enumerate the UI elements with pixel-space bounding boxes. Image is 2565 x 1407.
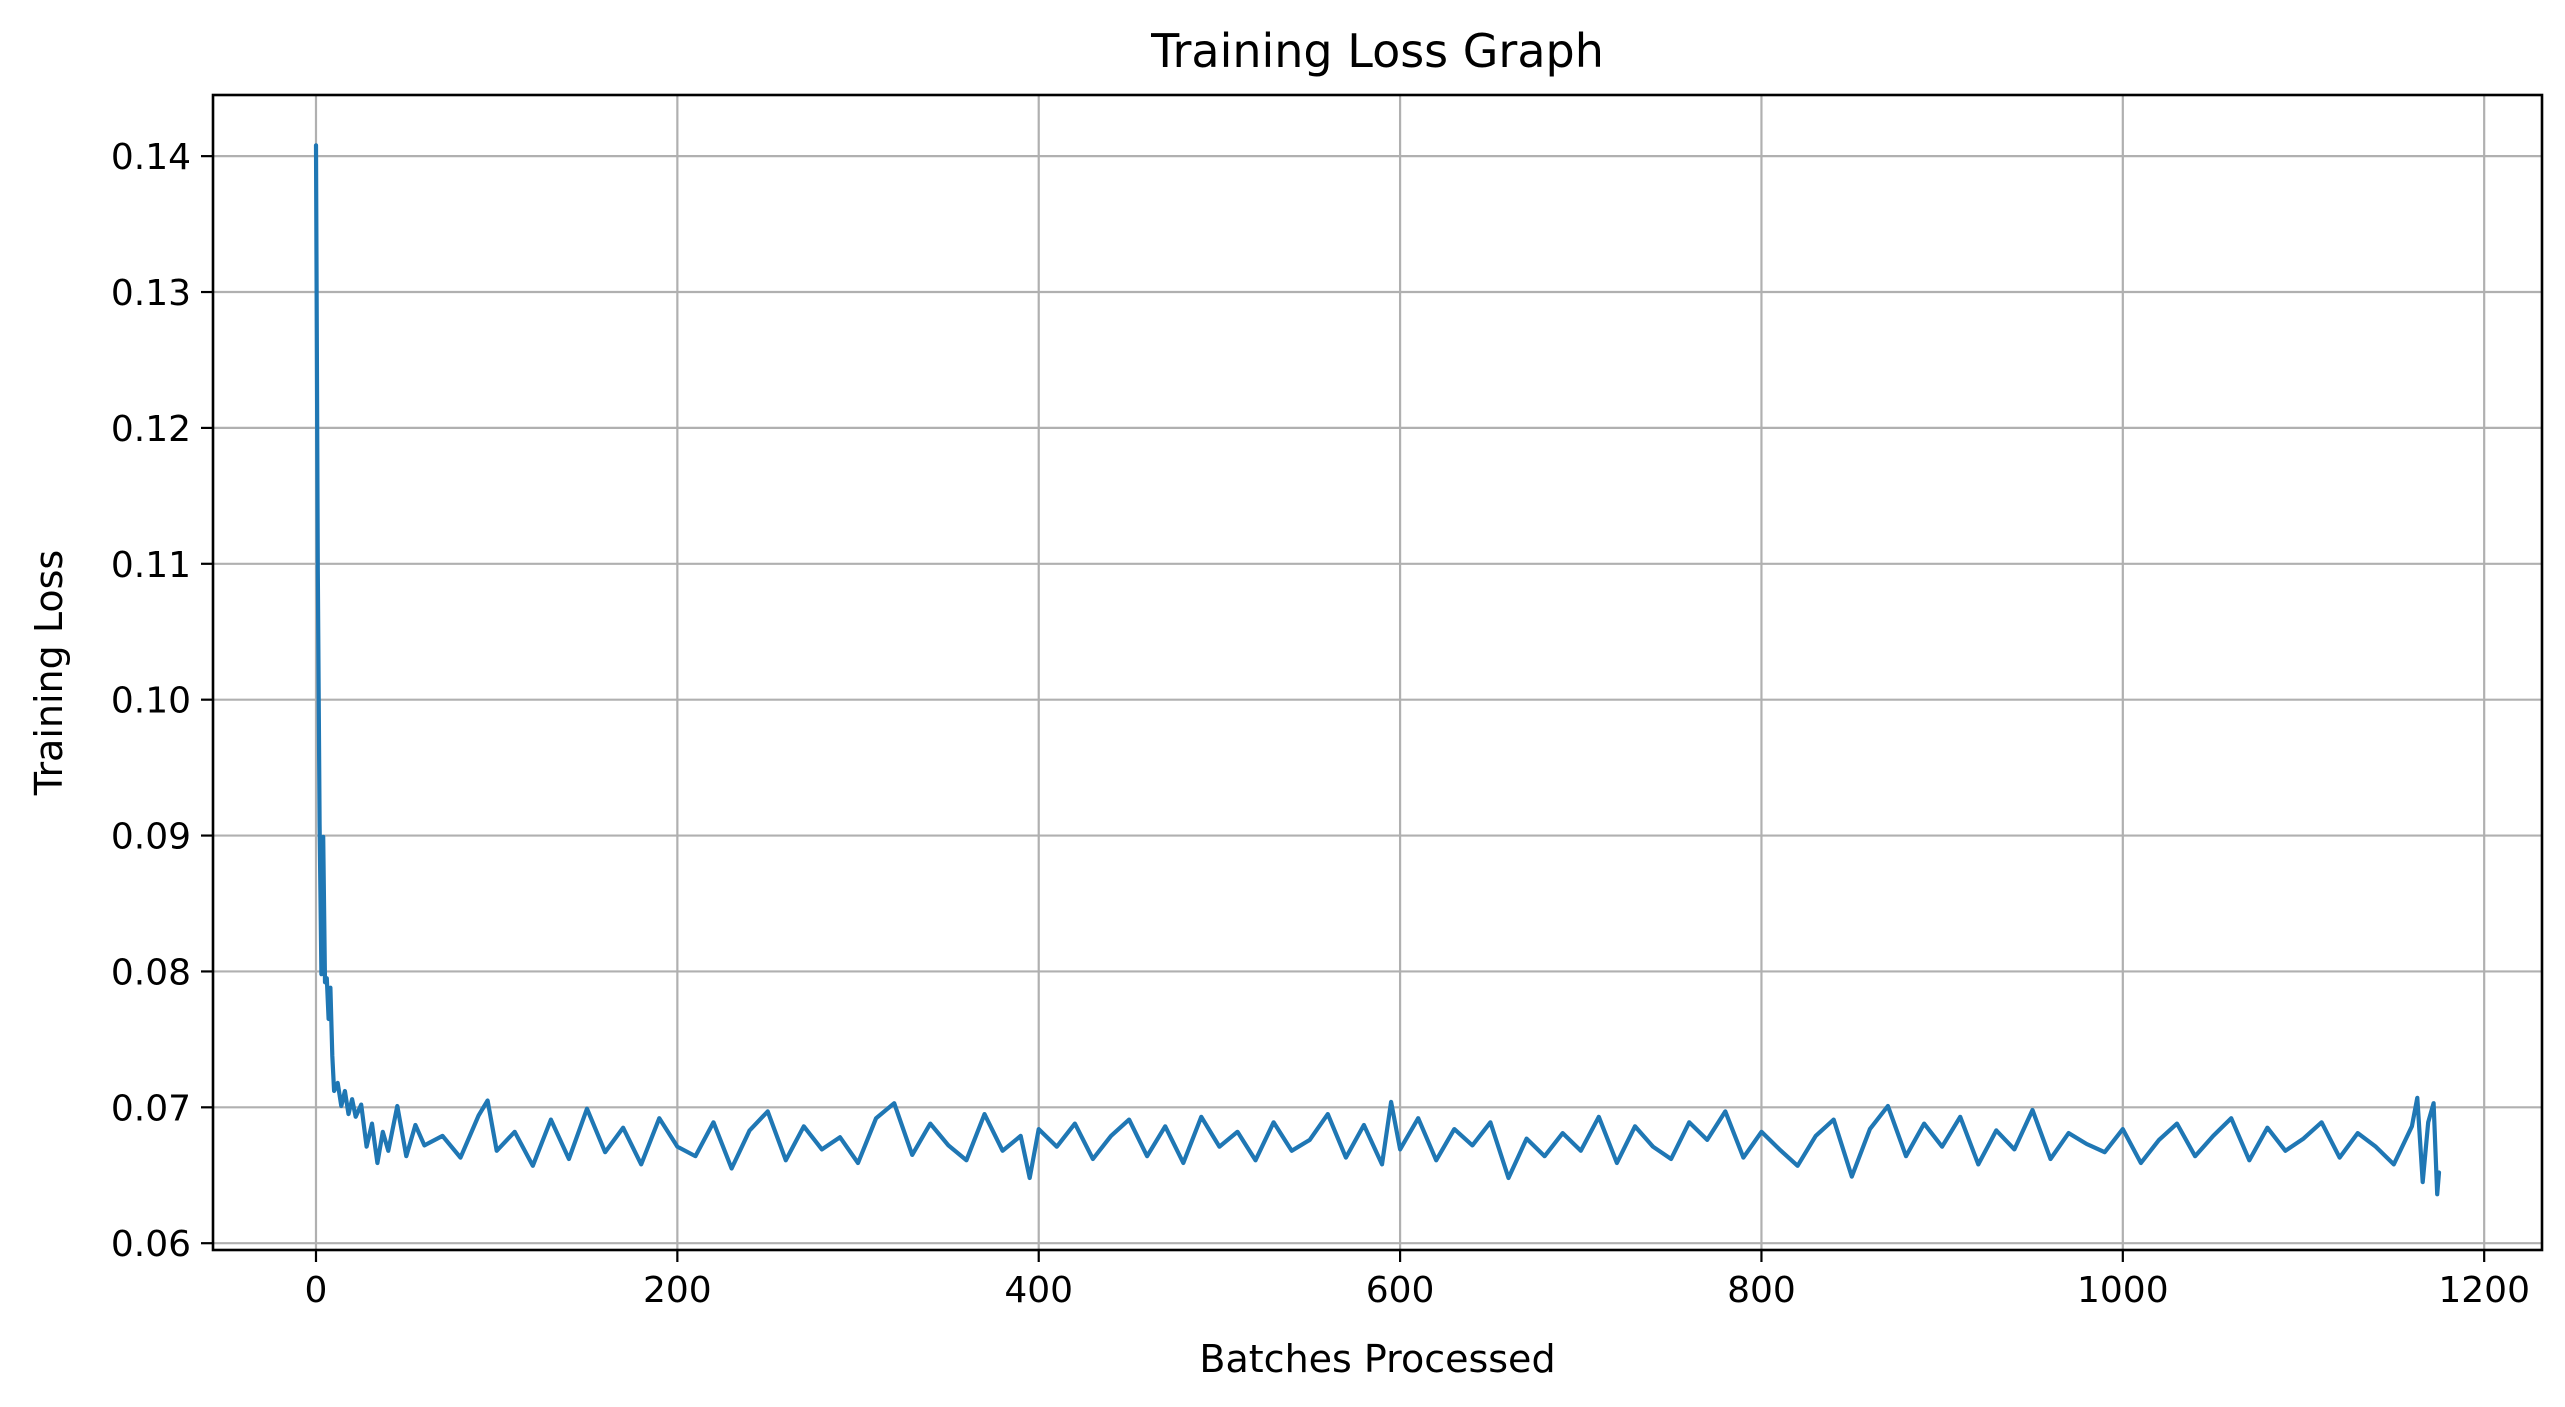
chart-title: Training Loss Graph (1150, 24, 1604, 78)
x-tick-label: 1200 (2438, 1270, 2530, 1311)
y-tick-label: 0.14 (111, 137, 191, 178)
y-tick-label: 0.06 (111, 1224, 191, 1265)
y-tick-label: 0.12 (111, 409, 191, 450)
x-axis-label: Batches Processed (1199, 1337, 1555, 1381)
x-tick-label: 1000 (2077, 1270, 2169, 1311)
y-tick-label: 0.08 (111, 952, 191, 993)
y-tick-label: 0.07 (111, 1088, 191, 1129)
y-tick-label: 0.11 (111, 545, 191, 586)
grid (213, 95, 2542, 1250)
plot-frame (211, 93, 2544, 1252)
y-tick-label: 0.13 (111, 273, 191, 314)
x-axis-ticks: 0 200 400 600 800 1000 1200 (305, 1250, 2530, 1311)
series-layer (313, 143, 2442, 1197)
x-tick-label: 200 (643, 1270, 712, 1311)
x-tick-label: 800 (1727, 1270, 1796, 1311)
x-tick-label: 0 (305, 1270, 328, 1311)
y-axis-label: Training Loss (27, 550, 71, 796)
x-tick-label: 400 (1004, 1270, 1073, 1311)
y-tick-label: 0.10 (111, 681, 191, 722)
x-tick-label: 600 (1366, 1270, 1435, 1311)
y-axis-ticks: 0.06 0.07 0.08 0.09 0.10 0.11 0.12 0.13 0.14 (111, 137, 213, 1265)
y-tick-label: 0.09 (111, 817, 191, 858)
series-line (313, 143, 2442, 1197)
